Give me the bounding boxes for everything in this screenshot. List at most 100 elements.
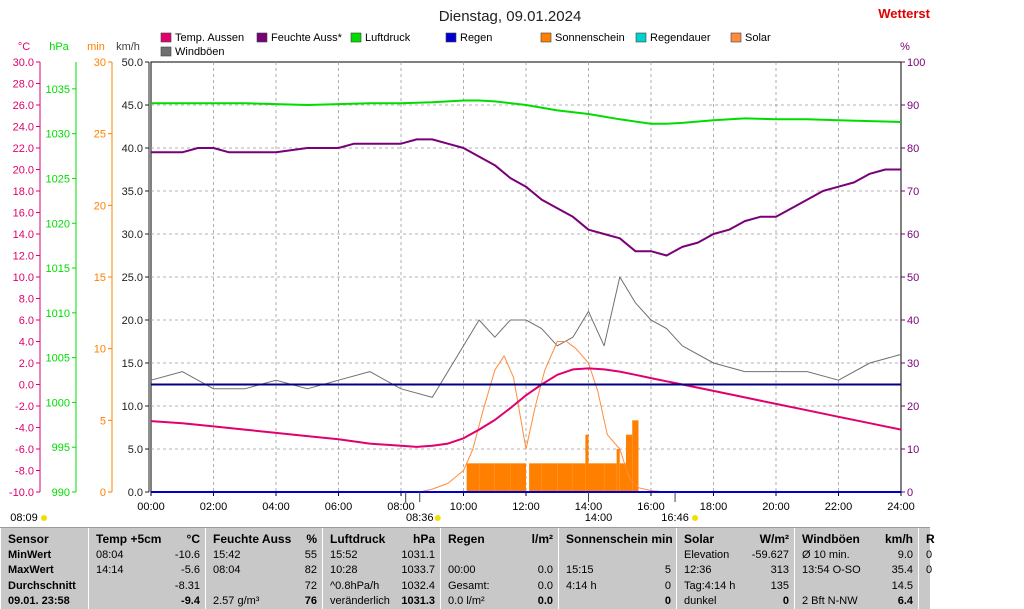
stats-cell-value: -8.31 [174, 579, 200, 592]
axis-tick-label-minutes: 20 [94, 200, 106, 212]
axis-tick-label-temp: 18.0 [13, 186, 34, 198]
series-line-feuchte-auss [151, 138, 901, 257]
stats-row: 08:04 82 [206, 563, 323, 578]
axis-tick-label-temp: 30.0 [13, 57, 34, 69]
stats-cell-value: 0 [664, 595, 671, 607]
axis-tick-label-humidity: 40 [907, 315, 919, 327]
sunshine-bar [572, 463, 586, 492]
x-tick-label: 10:00 [450, 501, 478, 513]
stats-row: MinWert [1, 548, 89, 563]
stats-row: 0 [919, 548, 933, 563]
axis-tick-label-temp: 8.0 [19, 294, 34, 306]
stats-cell-value: 313 [770, 564, 789, 576]
stats-cell-label: Sonnenschein min [566, 532, 673, 546]
stats-cell-label: MinWert [8, 548, 52, 561]
sunshine-bar [494, 463, 511, 492]
x-tick-label: 22:00 [825, 501, 853, 513]
stats-header: Windböen km/h [795, 532, 919, 547]
stats-cell-value: 135 [770, 579, 789, 592]
sunshine-bar [632, 420, 639, 492]
sunshine-bar [510, 463, 526, 492]
stats-row: Tag:4:14 h 135 [677, 579, 795, 594]
axis-tick-label-wind: 0.0 [128, 487, 143, 499]
stats-row: 15:15 5 [559, 563, 677, 578]
series-line-solar [419, 341, 676, 493]
sunshine-bar [529, 463, 542, 492]
legend-swatch [445, 32, 457, 43]
axis-tick-label-pressure: 1020 [46, 218, 70, 230]
stats-column: Windböen km/h Ø 10 min. 9.0 13:54 O-SO 35.4 14… [794, 528, 919, 609]
axis-tick-label-wind: 50.0 [122, 57, 143, 69]
stats-cell-value: -59.627 [751, 548, 789, 561]
weather-chart: Dienstag, 09.01.2024 Wetterst Temp. Auss… [9, 6, 931, 524]
axis-unit-wind: km/h [116, 41, 140, 53]
axis-tick-label-minutes: 5 [100, 415, 106, 427]
time-marker-label: 08:36 [406, 512, 434, 524]
stats-row: 13:54 O-SO 35.4 [795, 563, 919, 578]
stats-cell-value: 55 [304, 548, 317, 561]
stats-row: veränderlich 1031.3 [323, 594, 441, 609]
stats-row: 08:04 -10.6 [89, 548, 206, 563]
legend-label: Windböen [175, 46, 225, 58]
x-tick-label: 08:00 [387, 501, 415, 513]
stats-cell-value: km/h [884, 532, 913, 546]
stats-row: 4:14 h 0 [559, 579, 677, 594]
axis-tick-label-temp: 24.0 [13, 122, 34, 134]
stats-table: Sensor MinWert MaxWert Durchschnitt 09.01. 2… [0, 527, 935, 609]
axis-tick-label-temp: -8.0 [15, 466, 34, 478]
axis-tick-label-temp: 22.0 [13, 143, 34, 155]
legend-swatch [160, 32, 172, 43]
stats-row: 72 [206, 579, 323, 594]
stats-cell-label: Solar [684, 532, 715, 546]
x-tick-label: 20:00 [762, 501, 790, 513]
axis-tick-label-minutes: 15 [94, 272, 106, 284]
stats-cell-label: ^0.8hPa/h [330, 579, 380, 592]
x-tick-label: 12:00 [512, 501, 540, 513]
stats-row [919, 579, 931, 594]
axis-tick-label-pressure: 1005 [46, 353, 70, 365]
axis-unit-minutes: min [87, 41, 105, 53]
stats-cell-label: 13:54 O-SO [802, 564, 861, 576]
stats-cell-label: 10:28 [330, 564, 358, 576]
stats-cell-label: 0 [926, 548, 933, 561]
stats-row: 2.57 g/m³ 76 [206, 594, 323, 609]
axis-tick-label-humidity: 60 [907, 229, 919, 241]
legend-label: Solar [745, 32, 771, 44]
axis-tick-label-wind: 35.0 [122, 186, 143, 198]
axis-tick-label-humidity: 50 [907, 272, 919, 284]
stats-row: 00:00 0.0 [441, 563, 559, 578]
axis-tick-label-temp: 2.0 [19, 358, 34, 370]
axis-tick-label-humidity: 80 [907, 143, 919, 155]
stats-column: Feuchte Auss% 15:42 55 08:04 82 72 2.57 g/m³ 76 [205, 528, 323, 609]
legend-swatch [730, 32, 742, 43]
stats-cell-value: 6.4 [897, 595, 913, 607]
x-tick-label: 06:00 [325, 501, 353, 513]
axis-tick-label-minutes: 0 [100, 487, 106, 499]
stats-cell-label: Gesamt: [448, 579, 490, 592]
stats-cell-value: 9.0 [897, 548, 913, 561]
stats-cell-label: 4:14 h [566, 579, 597, 592]
axis-unit-pressure: hPa [49, 41, 69, 53]
time-axis: 00:00 02:00 04:00 06:00 08:00 10:00 12:00 14:00… [137, 492, 915, 513]
axis-tick-label-temp: -2.0 [15, 401, 34, 413]
axis-tick-label-pressure: 1035 [46, 84, 70, 96]
stats-row: 10:28 1033.7 [323, 563, 441, 578]
sunshine-bars [466, 420, 639, 492]
stats-cell-label: 15:15 [566, 564, 594, 576]
stats-row: ^0.8hPa/h 1032.4 [323, 579, 441, 594]
stats-cell-label: Temp +5cm [96, 532, 162, 546]
stats-cell-value: -10.6 [174, 548, 200, 561]
stats-header: Regen l/m² [441, 532, 559, 547]
axis-tick-label-wind: 45.0 [122, 100, 143, 112]
axis-tick-label-humidity: 0 [907, 487, 913, 499]
x-tick-label: 24:00 [887, 501, 915, 513]
axis-tick-label-temp: 12.0 [13, 251, 34, 263]
axis-tick-label-humidity: 70 [907, 186, 919, 198]
stats-cell-value: 1033.7 [401, 564, 435, 576]
axis-unit-labels: °C hPa min km/h% [18, 41, 910, 53]
stats-row: 14.5 [795, 579, 919, 594]
sunshine-bar [541, 463, 558, 492]
stats-header: Temp +5cm °C [89, 532, 206, 547]
stats-cell-value: % [306, 532, 317, 546]
axis-tick-label-pressure: 990 [52, 487, 70, 499]
